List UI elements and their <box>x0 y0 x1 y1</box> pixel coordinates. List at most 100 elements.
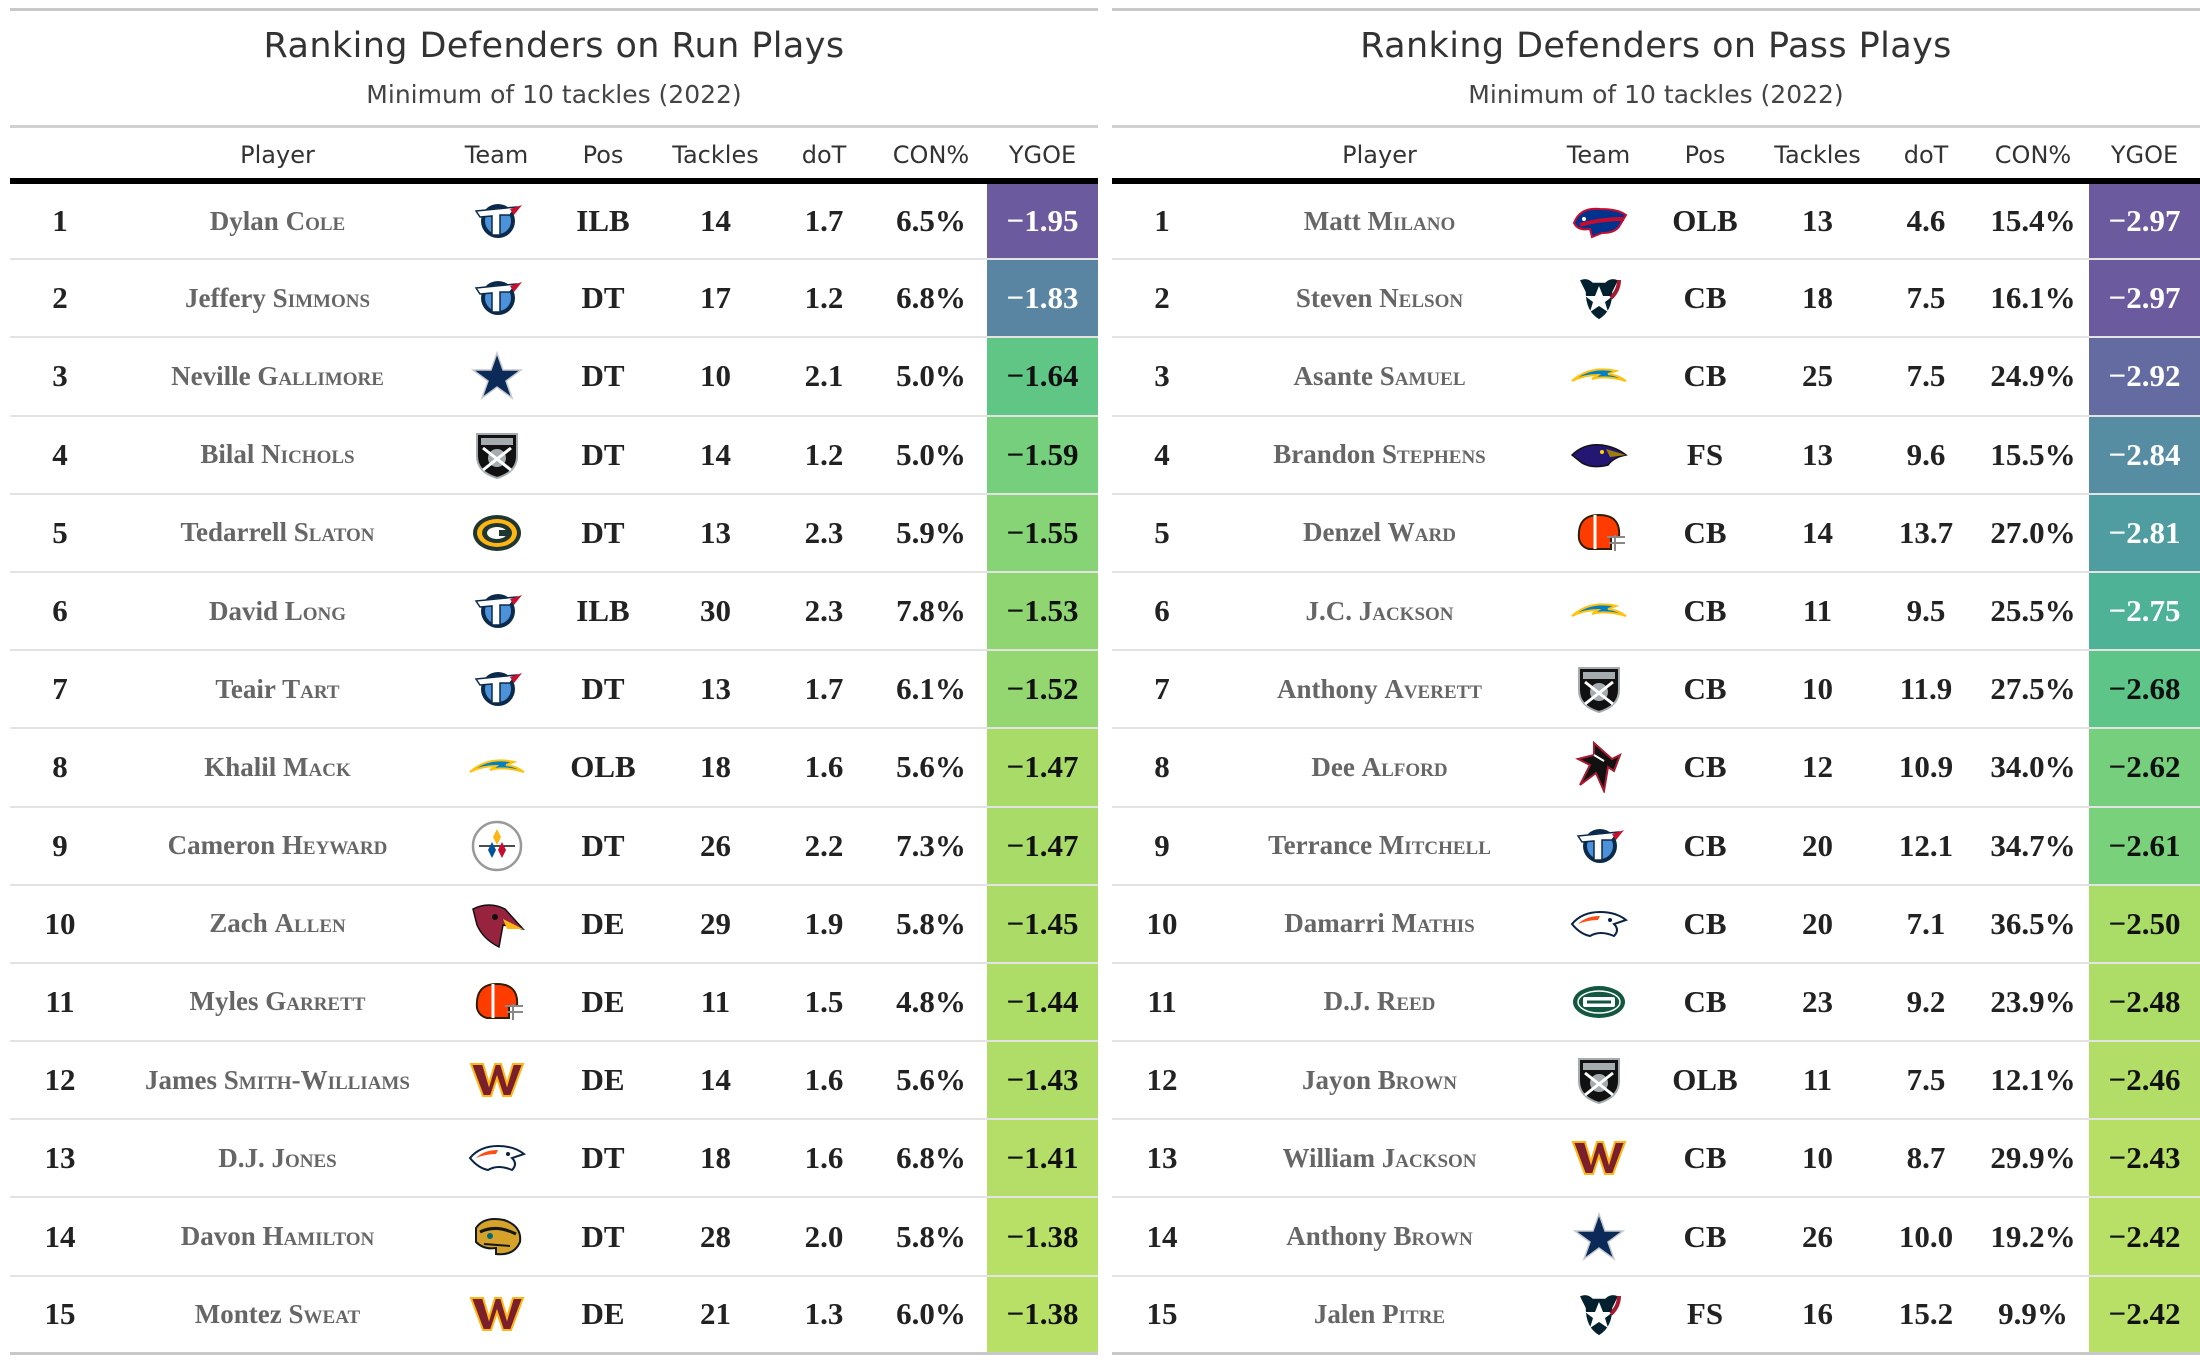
player-last-name: Gallimore <box>257 360 384 391</box>
team-logo-cell <box>1547 806 1650 886</box>
player-last-name: Heyward <box>281 830 388 861</box>
table-body: 1 Dylan Cole ILB 14 1.7 6.5% −1.95 2 Jeffery Sim… <box>10 181 1098 1356</box>
player-name-cell: D.J. Reed <box>1212 962 1547 1043</box>
tackles-cell: 11 <box>1760 571 1875 652</box>
cowboys-star-icon <box>1547 1211 1650 1262</box>
tackles-cell: 17 <box>658 259 773 339</box>
team-logo-cell <box>1547 1041 1650 1121</box>
ygoe-cell: −2.97 <box>2089 181 2200 261</box>
tackles-cell: 20 <box>1760 884 1875 964</box>
tackles-cell: 26 <box>1760 1197 1875 1277</box>
team-logo-cell <box>445 806 548 886</box>
dot-cell: 1.6 <box>773 728 875 808</box>
top-rule <box>1112 8 2200 11</box>
con-percent-cell: 6.1% <box>875 650 987 730</box>
rank-cell: 3 <box>10 337 110 417</box>
team-logo-cell <box>1547 650 1650 730</box>
con-percent-cell: 23.9% <box>1977 962 2089 1043</box>
dot-cell: 1.6 <box>773 1041 875 1121</box>
player-last-name: Smith-Williams <box>223 1064 410 1095</box>
tackles-cell: 14 <box>658 1041 773 1121</box>
player-last-name: Allen <box>274 908 346 939</box>
chargers-bolt-icon <box>445 752 548 782</box>
player-last-name: Alford <box>1361 751 1448 782</box>
titans-logo-icon <box>445 667 548 711</box>
dot-cell: 13.7 <box>1875 493 1977 573</box>
tackles-cell: 26 <box>658 806 773 886</box>
dot-cell: 2.2 <box>773 806 875 886</box>
position-cell: DT <box>548 259 658 339</box>
player-name-cell: Myles Garrett <box>110 962 445 1043</box>
titans-logo-icon <box>445 199 548 243</box>
table-row: 12 Jayon Brown OLB 11 7.5 12.1% −2.46 <box>1112 1041 2200 1121</box>
position-cell: CB <box>1650 571 1760 652</box>
rank-cell: 6 <box>1112 571 1212 652</box>
player-name-cell: Damarri Mathis <box>1212 884 1547 964</box>
player-last-name: Samuel <box>1379 360 1466 391</box>
rank-cell: 1 <box>1112 181 1212 261</box>
team-logo-cell <box>1547 415 1650 495</box>
rank-cell: 10 <box>1112 884 1212 964</box>
player-name-cell: David Long <box>110 571 445 652</box>
con-percent-cell: 29.9% <box>1977 1119 2089 1199</box>
player-name-cell: Jalen Pitre <box>1212 1275 1547 1356</box>
commanders-w-icon <box>445 1294 548 1334</box>
player-last-name: Garrett <box>265 986 366 1017</box>
player-last-name: Nelson <box>1379 282 1464 313</box>
tackles-cell: 10 <box>1760 1119 1875 1199</box>
con-percent-cell: 36.5% <box>1977 884 2089 964</box>
ygoe-cell: −1.83 <box>987 259 1098 339</box>
dot-cell: 1.7 <box>773 650 875 730</box>
player-first-name: Davon <box>180 1221 256 1252</box>
position-cell: FS <box>1650 1275 1760 1356</box>
ygoe-cell: −2.97 <box>2089 259 2200 339</box>
player-first-name: Neville <box>171 360 251 391</box>
player-first-name: Terrance <box>1268 830 1373 861</box>
top-rule <box>10 8 1098 11</box>
dot-cell: 2.1 <box>773 337 875 417</box>
table-row: 1 Matt Milano OLB 13 4.6 15.4% −2.97 <box>1112 181 2200 261</box>
table-row: 5 Denzel Ward CB 14 13.7 27.0% −2.81 <box>1112 493 2200 573</box>
ygoe-cell: −1.53 <box>987 571 1098 652</box>
ygoe-cell: −2.68 <box>2089 650 2200 730</box>
player-first-name: Steven <box>1295 282 1373 313</box>
team-logo-cell <box>1547 1119 1650 1199</box>
rank-cell: 8 <box>1112 728 1212 808</box>
tackles-cell: 18 <box>658 1119 773 1199</box>
player-first-name: Jayon <box>1301 1064 1372 1095</box>
rank-cell: 4 <box>1112 415 1212 495</box>
cardinals-head-icon <box>445 899 548 949</box>
rank-cell: 10 <box>10 884 110 964</box>
dot-cell: 10.9 <box>1875 728 1977 808</box>
player-name-cell: Zach Allen <box>110 884 445 964</box>
team-logo-cell <box>445 415 548 495</box>
header-rule <box>1112 125 2200 128</box>
player-last-name: Brown <box>1377 1064 1457 1095</box>
table-row: 13 D.J. Jones DT 18 1.6 6.8% −1.41 <box>10 1119 1098 1199</box>
col-dot-header: doT <box>801 141 847 169</box>
player-name-cell: Tedarrell Slaton <box>110 493 445 573</box>
table-body: 1 Matt Milano OLB 13 4.6 15.4% −2.97 2 Steven Ne… <box>1112 181 2200 1356</box>
texans-bull-icon <box>1547 1288 1650 1340</box>
ravens-head-icon <box>1547 439 1650 471</box>
dot-cell: 1.2 <box>773 415 875 495</box>
team-logo-cell <box>445 181 548 261</box>
dot-cell: 1.3 <box>773 1275 875 1356</box>
col-pos-header: Pos <box>1684 141 1726 169</box>
rank-cell: 13 <box>1112 1119 1212 1199</box>
rank-cell: 6 <box>10 571 110 652</box>
table-title: Ranking Defenders on Pass Plays <box>1360 26 1952 66</box>
table-row: 8 Dee Alford CB 12 10.9 34.0% −2.62 <box>1112 728 2200 808</box>
player-last-name: Mack <box>283 751 351 782</box>
broncos-horse-icon <box>1547 906 1650 942</box>
table-row: 4 Bilal Nichols DT 14 1.2 5.0% −1.59 <box>10 415 1098 495</box>
player-name-cell: J.C. Jackson <box>1212 571 1547 652</box>
table-row: 12 James Smith-Williams DE 14 1.6 5.6% −1.43 <box>10 1041 1098 1121</box>
rank-cell: 7 <box>10 650 110 730</box>
con-percent-cell: 6.0% <box>875 1275 987 1356</box>
tackles-cell: 30 <box>658 571 773 652</box>
table-row: 14 Anthony Brown CB 26 10.0 19.2% −2.42 <box>1112 1197 2200 1277</box>
player-first-name: D.J. <box>218 1142 265 1173</box>
tackles-cell: 14 <box>658 415 773 495</box>
jaguars-head-icon <box>445 1214 548 1260</box>
